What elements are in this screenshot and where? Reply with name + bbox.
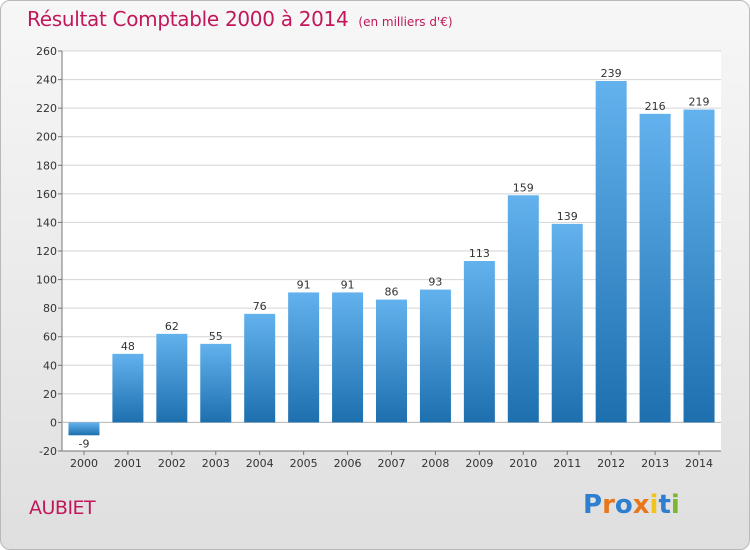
logo-letter: P xyxy=(583,490,603,520)
bar-2008 xyxy=(419,289,451,423)
proxiti-logo[interactable]: Proxiti xyxy=(583,490,680,520)
y-tick-label: 220 xyxy=(36,102,57,115)
x-tick-label: 2003 xyxy=(202,457,230,470)
data-label: 86 xyxy=(385,286,399,299)
bar-2014 xyxy=(683,109,715,423)
data-label: -9 xyxy=(78,437,89,450)
bar-2007 xyxy=(376,299,407,423)
chart-title-block: Résultat Comptable 2000 à 2014 (en millie… xyxy=(27,7,453,31)
x-tick-label: 2002 xyxy=(158,457,186,470)
x-tick-label: 2011 xyxy=(553,457,581,470)
bar-2013 xyxy=(639,113,671,423)
logo-letter: t xyxy=(658,490,671,520)
data-label: 76 xyxy=(253,300,267,313)
data-label: 219 xyxy=(689,96,710,109)
bar-2009 xyxy=(463,261,495,423)
y-tick-label: 40 xyxy=(43,359,57,372)
bar-2010 xyxy=(507,195,539,423)
y-tick-label: 20 xyxy=(43,388,57,401)
data-label: 93 xyxy=(428,276,442,289)
x-tick-label: 2000 xyxy=(70,457,98,470)
data-label: 48 xyxy=(121,340,135,353)
y-tick-label: 80 xyxy=(43,302,57,315)
y-tick-label: 60 xyxy=(43,331,57,344)
y-tick-label: 120 xyxy=(36,245,57,258)
chart-title: Résultat Comptable 2000 à 2014 xyxy=(27,7,349,31)
data-label: 91 xyxy=(297,278,311,291)
logo-letter: i xyxy=(670,490,680,520)
data-label: 239 xyxy=(601,67,622,80)
x-tick-label: 2013 xyxy=(641,457,669,470)
bar-2001 xyxy=(112,353,144,423)
x-tick-label: 2005 xyxy=(290,457,318,470)
y-tick-label: 200 xyxy=(36,131,57,144)
data-label: 216 xyxy=(645,100,666,113)
bar-2002 xyxy=(156,333,188,423)
chart-subtitle: (en milliers d'€) xyxy=(358,15,453,29)
data-label: 62 xyxy=(165,320,179,333)
bar-2004 xyxy=(244,313,276,423)
logo-letter: r xyxy=(602,490,615,520)
x-tick-label: 2008 xyxy=(421,457,449,470)
bar-2011 xyxy=(551,223,583,423)
x-tick-label: 2014 xyxy=(685,457,713,470)
x-tick-label: 2004 xyxy=(246,457,274,470)
logo-letter: o xyxy=(614,490,633,520)
x-tick-label: 2001 xyxy=(114,457,142,470)
x-tick-label: 2007 xyxy=(378,457,406,470)
commune-name: AUBIET xyxy=(29,497,96,519)
data-label: 159 xyxy=(513,181,534,194)
y-tick-label: 240 xyxy=(36,74,57,87)
bar-2006 xyxy=(332,292,364,423)
y-tick-label: 180 xyxy=(36,159,57,172)
bar-2005 xyxy=(288,292,320,423)
logo-letter: x xyxy=(632,490,650,520)
bar-2003 xyxy=(200,343,232,423)
bar-2000 xyxy=(68,422,100,436)
data-label: 55 xyxy=(209,330,223,343)
x-tick-label: 2012 xyxy=(597,457,625,470)
x-tick-label: 2010 xyxy=(509,457,537,470)
y-tick-label: 100 xyxy=(36,274,57,287)
data-label: 91 xyxy=(341,278,355,291)
logo-letter: i xyxy=(649,490,659,520)
y-tick-label: 140 xyxy=(36,216,57,229)
x-tick-label: 2009 xyxy=(465,457,493,470)
y-tick-label: 160 xyxy=(36,188,57,201)
data-label: 139 xyxy=(557,210,578,223)
y-tick-label: 260 xyxy=(36,45,57,58)
x-tick-label: 2006 xyxy=(334,457,362,470)
y-tick-label: 0 xyxy=(50,416,57,429)
y-tick-label: -20 xyxy=(39,445,57,458)
bar-2012 xyxy=(595,81,627,423)
data-label: 113 xyxy=(469,247,490,260)
